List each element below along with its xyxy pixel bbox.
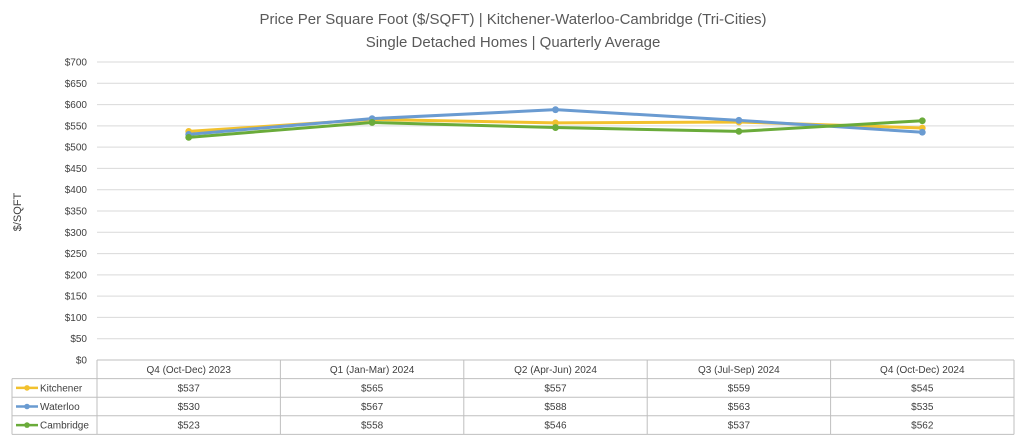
legend-series-name: Cambridge <box>40 421 89 432</box>
series-lines <box>185 106 926 141</box>
table-value: $558 <box>361 421 384 432</box>
y-axis-ticks: $0 $50 $100 $150 $200 $250 $300 $350 $400 $450 $50… <box>65 58 88 367</box>
table-value: $546 <box>544 421 567 432</box>
table-value: $535 <box>911 402 934 413</box>
data-point <box>735 116 743 124</box>
table-value: $557 <box>544 383 567 394</box>
data-point <box>552 124 559 131</box>
data-point <box>918 117 926 125</box>
data-point <box>552 106 559 114</box>
y-tick-label: $250 <box>65 249 88 260</box>
x-tick-label: Q4 (Oct-Dec) 2023 <box>146 365 231 376</box>
y-tick-label: $200 <box>65 270 88 281</box>
table-value: $567 <box>361 402 384 413</box>
legend-key-marker <box>24 385 30 391</box>
data-point <box>185 133 193 141</box>
y-tick-label: $650 <box>65 79 88 90</box>
chart-title: Price Per Square Foot ($/SQFT) | Kitchen… <box>259 11 766 28</box>
y-tick-label: $700 <box>65 58 88 69</box>
y-tick-label: $550 <box>65 121 88 132</box>
table-value: $563 <box>728 402 751 413</box>
y-tick-label: $100 <box>65 313 88 324</box>
table-value: $537 <box>728 421 751 432</box>
y-tick-label: $350 <box>65 207 88 218</box>
gridlines <box>97 61 1014 361</box>
y-tick-label: $150 <box>65 292 88 303</box>
table-value: $565 <box>361 383 384 394</box>
y-tick-label: $400 <box>65 185 88 196</box>
x-tick-label: Q1 (Jan-Mar) 2024 <box>330 365 415 376</box>
table-value: $588 <box>544 402 567 413</box>
y-tick-label: $450 <box>65 164 88 175</box>
table-value: $559 <box>728 383 751 394</box>
x-tick-label: Q2 (Apr-Jun) 2024 <box>514 365 597 376</box>
y-axis-title: $/SQFT <box>12 192 24 231</box>
data-table: Q4 (Oct-Dec) 2023 Q1 (Jan-Mar) 2024 Q2 (Ap… <box>11 359 1015 435</box>
y-tick-label: $500 <box>65 143 88 154</box>
x-tick-label: Q3 (Jul-Sep) 2024 <box>698 365 780 376</box>
table-value: $523 <box>178 421 201 432</box>
legend-key-marker <box>24 422 30 428</box>
legend-key-marker <box>24 403 30 410</box>
y-tick-label: $300 <box>65 228 88 239</box>
y-tick-label: $50 <box>70 334 87 345</box>
table-value: $545 <box>911 383 934 394</box>
table-value: $537 <box>178 383 201 394</box>
table-value: $562 <box>911 421 934 432</box>
data-point <box>368 119 376 126</box>
legend-series-name: Kitchener <box>40 383 83 394</box>
chart-subtitle: Single Detached Homes | Quarterly Averag… <box>366 34 661 51</box>
data-point <box>918 128 926 136</box>
y-tick-label: $600 <box>65 100 88 111</box>
legend-series-name: Waterloo <box>40 402 80 413</box>
x-tick-label: Q4 (Oct-Dec) 2024 <box>880 365 965 376</box>
table-value: $530 <box>178 402 201 413</box>
data-point <box>735 127 743 135</box>
y-tick-label: $0 <box>76 356 88 367</box>
data-point <box>552 119 559 127</box>
